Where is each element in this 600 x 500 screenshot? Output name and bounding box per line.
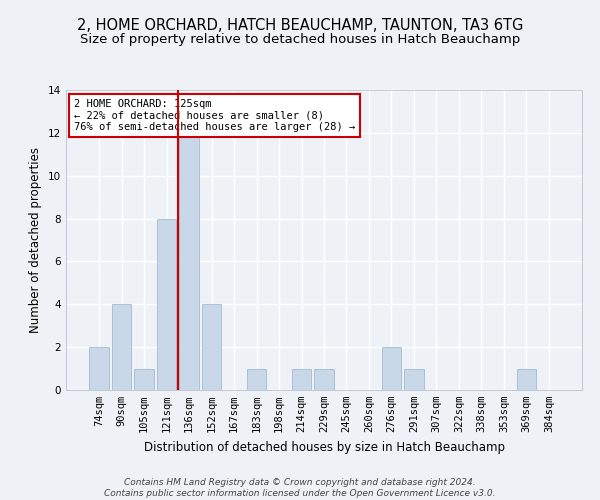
Text: Size of property relative to detached houses in Hatch Beauchamp: Size of property relative to detached ho… <box>80 32 520 46</box>
Bar <box>134 368 154 390</box>
Text: 2 HOME ORCHARD: 125sqm
← 22% of detached houses are smaller (8)
76% of semi-deta: 2 HOME ORCHARD: 125sqm ← 22% of detached… <box>74 99 355 132</box>
Bar <box>314 368 334 390</box>
Bar <box>517 368 536 390</box>
Bar <box>202 304 221 390</box>
Bar <box>247 368 266 390</box>
Bar <box>112 304 131 390</box>
Bar <box>89 347 109 390</box>
Bar <box>157 218 176 390</box>
Y-axis label: Number of detached properties: Number of detached properties <box>29 147 43 333</box>
Text: 2, HOME ORCHARD, HATCH BEAUCHAMP, TAUNTON, TA3 6TG: 2, HOME ORCHARD, HATCH BEAUCHAMP, TAUNTO… <box>77 18 523 32</box>
Text: Contains HM Land Registry data © Crown copyright and database right 2024.
Contai: Contains HM Land Registry data © Crown c… <box>104 478 496 498</box>
Bar <box>292 368 311 390</box>
X-axis label: Distribution of detached houses by size in Hatch Beauchamp: Distribution of detached houses by size … <box>143 440 505 454</box>
Bar <box>382 347 401 390</box>
Bar <box>179 133 199 390</box>
Bar <box>404 368 424 390</box>
